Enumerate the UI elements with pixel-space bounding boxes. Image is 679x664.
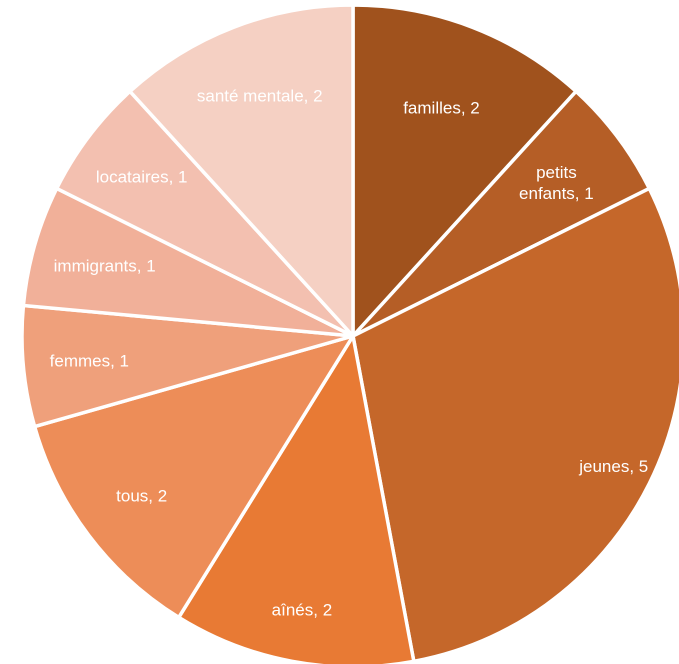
pie-labels: familles, 2 petits enfants, 1 jeunes, 5 aîné…: [50, 86, 649, 619]
slice-label-3: aînés, 2: [272, 600, 333, 619]
pie-slices: [20, 3, 679, 664]
slice-label-8: santé mentale, 2: [197, 86, 323, 105]
pie-slice-2: [351, 186, 679, 664]
pie-slice-4: [32, 333, 357, 620]
slice-label-1: petits enfants, 1: [519, 163, 594, 203]
slice-label-2: jeunes, 5: [578, 457, 648, 476]
pie-slice-7: [54, 88, 355, 338]
slice-label-4: tous, 2: [116, 487, 167, 506]
pie-slice-3: [176, 331, 416, 664]
slice-label-0: familles, 2: [403, 99, 480, 118]
pie-slice-5: [20, 303, 354, 429]
slice-label-5: femmes, 1: [50, 351, 129, 370]
pie-slice-8: [127, 3, 355, 341]
pie-slice-6: [21, 186, 354, 338]
slice-label-6: immigrants, 1: [54, 256, 156, 275]
slice-label-7: locataires, 1: [96, 167, 188, 186]
pie-slice-1: [351, 88, 652, 338]
pie-slice-0: [351, 3, 579, 341]
